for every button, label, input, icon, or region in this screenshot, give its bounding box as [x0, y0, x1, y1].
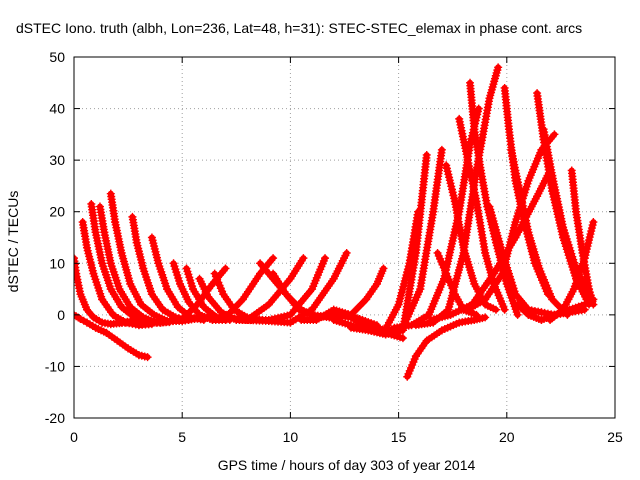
axes [73, 56, 616, 419]
data-point [589, 300, 598, 309]
series-37 [546, 218, 598, 325]
data-point [221, 264, 230, 273]
x-tick-label: 0 [70, 429, 78, 445]
y-tick-label: 40 [49, 101, 65, 117]
data-point [546, 166, 555, 175]
y-tick-label: 20 [49, 204, 65, 220]
data-point [472, 310, 481, 319]
y-axis-title: dSTEC / TECUs [5, 191, 21, 293]
data-point [422, 150, 431, 159]
x-tick-label: 10 [283, 429, 299, 445]
data-point [481, 313, 490, 322]
data-point [437, 145, 446, 154]
series-20 [297, 264, 388, 325]
series-32 [507, 145, 572, 319]
data-point [494, 63, 503, 72]
plot-border [73, 56, 616, 419]
data-point [398, 334, 407, 343]
data-point [269, 254, 278, 263]
y-tick-label: 0 [57, 307, 65, 323]
series-40 [427, 166, 555, 325]
data-point [379, 264, 388, 273]
data-point [500, 305, 509, 314]
data-point [513, 310, 522, 319]
ticks: 0 5 10 15 20 25 -20 -10 0 10 20 30 40 50 [45, 49, 623, 445]
data-point [299, 254, 308, 263]
y-tick-label: -10 [45, 358, 65, 374]
x-tick-label: 5 [178, 429, 186, 445]
data-point [550, 130, 559, 139]
data-point [580, 305, 589, 314]
x-tick-label: 20 [499, 429, 515, 445]
x-tick-label: 25 [607, 429, 623, 445]
data-point [342, 248, 351, 257]
data-point [491, 305, 500, 314]
y-tick-label: 10 [49, 255, 65, 271]
data-points [74, 63, 598, 381]
chart-title: dSTEC Iono. truth (albh, Lon=236, Lat=48… [16, 20, 582, 36]
x-tick-label: 15 [391, 429, 407, 445]
x-axis-title: GPS time / hours of day 303 of year 2014 [218, 457, 476, 473]
data-point [589, 218, 598, 227]
data-point [143, 353, 152, 362]
data-point [321, 254, 330, 263]
data-point [74, 254, 78, 263]
y-tick-label: 50 [49, 49, 65, 65]
y-tick-label: -20 [45, 410, 65, 426]
series-24 [403, 313, 490, 381]
y-tick-label: 30 [49, 152, 65, 168]
